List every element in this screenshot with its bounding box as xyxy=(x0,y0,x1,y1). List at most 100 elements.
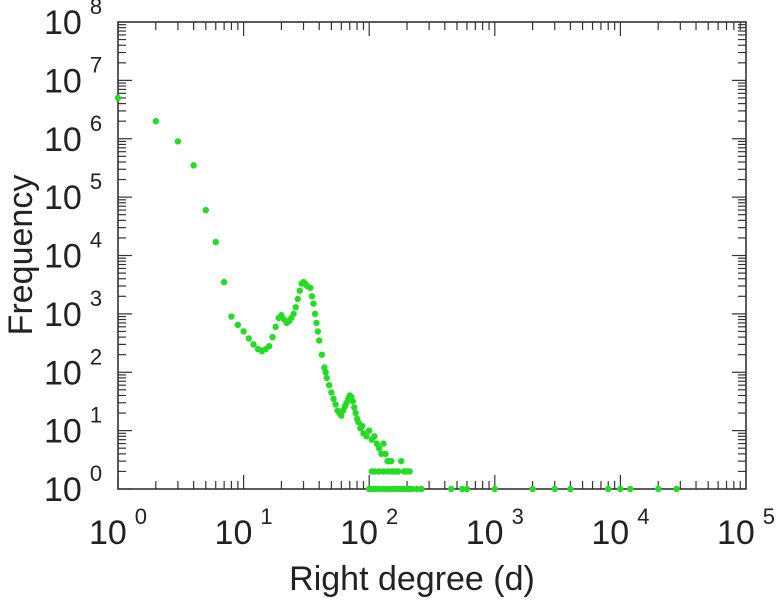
y-tick-label-base: 10 xyxy=(44,413,82,451)
data-point xyxy=(359,422,366,430)
y-tick-label-base: 10 xyxy=(44,354,82,392)
y-tick-label: 10 3 xyxy=(44,286,102,334)
y-tick-label-exponent: 6 xyxy=(90,111,102,136)
data-point xyxy=(318,351,326,358)
data-point xyxy=(332,401,339,408)
y-tick-label: 10 8 xyxy=(44,0,102,42)
y-tick-label-exponent: 4 xyxy=(90,228,102,253)
data-point xyxy=(152,117,160,125)
x-tick-label-exponent: 4 xyxy=(637,504,649,529)
y-axis-label: Frequency xyxy=(2,175,40,336)
data-point xyxy=(551,485,558,493)
data-point xyxy=(202,206,209,214)
data-point xyxy=(655,485,662,493)
x-tick-label-base: 10 xyxy=(717,514,755,552)
data-point xyxy=(567,485,574,493)
y-tick-label: 10 7 xyxy=(44,52,102,100)
y-tick-label-base: 10 xyxy=(44,471,82,509)
x-tick-label: 10 1 xyxy=(215,504,273,552)
y-tick-label-exponent: 8 xyxy=(90,0,102,19)
data-point xyxy=(190,162,197,169)
data-point xyxy=(388,468,395,475)
data-point xyxy=(351,404,358,411)
data-point xyxy=(330,395,337,403)
data-point xyxy=(114,94,122,102)
data-point xyxy=(174,138,182,145)
y-tick-label-base: 10 xyxy=(44,4,82,42)
data-point xyxy=(220,278,228,286)
data-point xyxy=(366,427,373,434)
data-point xyxy=(363,433,370,440)
data-point xyxy=(388,457,395,465)
data-point xyxy=(382,450,389,458)
data-point xyxy=(313,319,320,327)
y-tick-labels: 10 0 10 1 10 2 10 3 10 4 10 5 10 6 10 7 10 8 xyxy=(44,0,102,509)
x-tick-label: 10 2 xyxy=(340,504,398,552)
y-tick-label: 10 6 xyxy=(44,111,102,159)
data-point xyxy=(352,409,359,417)
data-point xyxy=(338,412,345,419)
x-tick-label-base: 10 xyxy=(215,514,253,552)
data-point xyxy=(290,310,297,318)
data-point xyxy=(316,337,323,344)
data-point xyxy=(401,468,408,475)
data-point xyxy=(406,468,413,475)
data-points xyxy=(114,94,680,493)
y-tick-label-base: 10 xyxy=(44,121,82,159)
data-point xyxy=(371,468,378,475)
data-point xyxy=(325,382,333,389)
x-tick-label-base: 10 xyxy=(89,514,127,552)
data-point xyxy=(627,485,634,493)
data-point xyxy=(269,333,276,341)
data-point xyxy=(380,440,387,447)
x-axis-label: Right degree (d) xyxy=(289,560,535,598)
data-point xyxy=(311,310,319,318)
data-point xyxy=(491,485,498,493)
y-tick-label-exponent: 2 xyxy=(90,344,102,369)
x-tick-label-base: 10 xyxy=(466,514,504,552)
data-point xyxy=(322,369,329,376)
data-point xyxy=(240,328,247,335)
y-tick-label-exponent: 1 xyxy=(90,403,102,428)
data-point xyxy=(458,485,466,493)
data-point xyxy=(355,418,362,426)
data-point xyxy=(308,293,316,300)
y-tick-label-base: 10 xyxy=(44,296,82,334)
x-tick-label-exponent: 3 xyxy=(512,504,524,529)
data-point xyxy=(250,341,257,348)
x-tick-label-exponent: 2 xyxy=(386,504,398,529)
data-point xyxy=(272,323,279,331)
y-tick-label: 10 2 xyxy=(44,344,102,392)
data-point xyxy=(418,485,425,493)
y-tick-label-exponent: 3 xyxy=(90,286,102,311)
data-point xyxy=(409,485,416,493)
y-tick-label: 10 5 xyxy=(44,169,102,217)
y-tick-label: 10 0 xyxy=(44,461,102,509)
data-point xyxy=(323,374,331,382)
data-point xyxy=(394,468,402,475)
y-tick-label-exponent: 5 xyxy=(90,169,102,194)
y-tick-label: 10 1 xyxy=(44,403,102,451)
data-point xyxy=(617,485,624,493)
data-point xyxy=(529,485,536,493)
data-point xyxy=(212,238,219,246)
y-tick-label-base: 10 xyxy=(44,62,82,100)
y-tick-label-exponent: 0 xyxy=(90,461,102,486)
y-tick-label-base: 10 xyxy=(44,238,82,276)
data-point xyxy=(296,287,303,294)
x-tick-label: 10 5 xyxy=(717,504,775,552)
x-tick-label-exponent: 5 xyxy=(763,504,775,529)
data-point xyxy=(673,485,680,493)
data-point xyxy=(328,389,335,396)
x-tick-label: 10 0 xyxy=(89,504,147,552)
y-tick-label-base: 10 xyxy=(44,179,82,217)
data-point xyxy=(398,457,405,465)
data-point xyxy=(245,335,252,342)
data-point xyxy=(314,328,322,335)
data-point xyxy=(234,321,242,328)
x-tick-label-exponent: 0 xyxy=(135,504,147,529)
x-tick-label-exponent: 1 xyxy=(260,504,272,529)
x-tick-labels: 10 0 10 1 10 2 10 3 10 4 10 5 xyxy=(89,504,775,552)
x-tick-label: 10 4 xyxy=(591,504,649,552)
